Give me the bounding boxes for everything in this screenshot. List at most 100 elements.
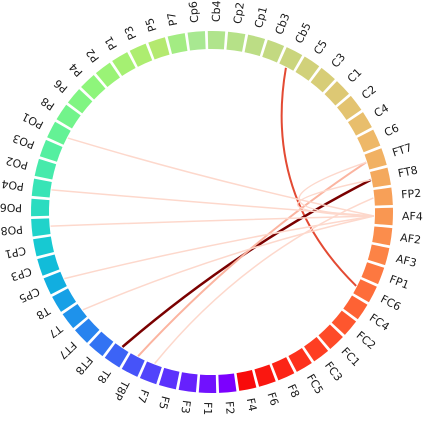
node-label-p4: P4 bbox=[67, 60, 86, 79]
segment-cp5 bbox=[43, 271, 67, 295]
node-label-fc3: FC3 bbox=[322, 359, 345, 384]
node-label-t8: T8 bbox=[34, 303, 53, 322]
segment-f2 bbox=[218, 373, 237, 393]
node-label-cp1: Cp1 bbox=[252, 5, 270, 29]
segment-c6 bbox=[357, 129, 381, 153]
segment-c4 bbox=[347, 112, 372, 136]
node-label-po3: PO3 bbox=[11, 131, 36, 151]
segment-cp2 bbox=[226, 31, 246, 52]
node-label-cp6: Cp6 bbox=[187, 1, 202, 24]
node-label-c5: C5 bbox=[311, 38, 330, 57]
segment-af2 bbox=[372, 226, 393, 246]
segment-po6 bbox=[30, 198, 50, 217]
node-label-cp1: CP1 bbox=[4, 244, 27, 261]
segment-fp1 bbox=[361, 262, 385, 285]
segment-p7 bbox=[167, 33, 188, 54]
node-label-p6: P6 bbox=[52, 77, 71, 96]
node-label-p8: P8 bbox=[38, 94, 57, 112]
segment-po1 bbox=[47, 121, 71, 145]
segment-af4 bbox=[374, 207, 393, 226]
node-label-c3: C3 bbox=[329, 51, 348, 71]
segment-f8 bbox=[271, 357, 295, 381]
node-label-cb3: Cb3 bbox=[273, 12, 293, 37]
node-label-af4: AF4 bbox=[402, 210, 423, 224]
segment-c5 bbox=[295, 56, 320, 81]
segment-po2 bbox=[34, 158, 57, 180]
link-af4-po8 bbox=[50, 215, 374, 227]
segment-fc4 bbox=[343, 295, 368, 320]
segment-c2 bbox=[337, 95, 362, 120]
segment-po3 bbox=[39, 139, 63, 162]
segment-ft7 bbox=[74, 318, 100, 343]
link-cb5-fc6 bbox=[280, 67, 357, 287]
segment-cp1 bbox=[244, 34, 266, 57]
node-label-f6: F6 bbox=[265, 391, 281, 408]
node-label-cp3: CP3 bbox=[9, 265, 33, 284]
segment-c3 bbox=[310, 67, 335, 93]
segment-po4 bbox=[31, 178, 52, 198]
node-label-cp2: Cp2 bbox=[231, 1, 247, 24]
segment-p4 bbox=[81, 74, 106, 100]
segment-ft7 bbox=[364, 148, 387, 170]
node-label-fp2: FP2 bbox=[401, 187, 422, 202]
segment-fc1 bbox=[318, 324, 343, 350]
node-label-fc4: FC4 bbox=[367, 311, 392, 333]
segment-f7 bbox=[139, 361, 162, 385]
node-label-t8p: T8P bbox=[111, 377, 132, 402]
node-label-f3: F3 bbox=[178, 399, 193, 414]
segment-po8 bbox=[31, 218, 51, 237]
node-label-p5: P5 bbox=[143, 16, 160, 33]
node-label-fc6: FC6 bbox=[378, 292, 403, 313]
chord-links bbox=[50, 67, 375, 365]
segment-f4 bbox=[236, 370, 257, 391]
link-t8p-ft7 bbox=[137, 161, 367, 357]
segment-p8 bbox=[56, 104, 81, 129]
node-segments bbox=[30, 30, 393, 393]
node-label-f7: F7 bbox=[134, 388, 151, 405]
segment-p6 bbox=[67, 89, 93, 114]
node-label-po4: PO4 bbox=[1, 177, 25, 193]
node-label-ft7: FT7 bbox=[56, 339, 79, 362]
segment-cb5 bbox=[279, 47, 303, 71]
segment-t7 bbox=[62, 304, 87, 329]
segment-ft8 bbox=[370, 167, 391, 188]
segment-c1 bbox=[324, 81, 350, 106]
segment-f3 bbox=[178, 372, 198, 393]
node-label-po2: PO2 bbox=[5, 154, 30, 172]
node-label-c2: C2 bbox=[359, 83, 379, 102]
node-label-c6: C6 bbox=[382, 121, 401, 139]
node-label-p3: P3 bbox=[122, 24, 139, 42]
node-label-po1: PO1 bbox=[20, 110, 46, 132]
segment-fp2 bbox=[373, 187, 393, 206]
node-label-p7: P7 bbox=[165, 11, 180, 27]
node-label-af3: AF3 bbox=[395, 252, 418, 270]
segment-p1 bbox=[112, 52, 136, 77]
node-label-p1: P1 bbox=[102, 34, 120, 52]
segment-fc2 bbox=[331, 310, 357, 335]
segment-fc6 bbox=[353, 279, 377, 303]
node-label-ft8: FT8 bbox=[73, 354, 96, 378]
segment-f5 bbox=[158, 367, 180, 390]
segment-af3 bbox=[367, 244, 390, 266]
node-label-t8: T8 bbox=[94, 366, 113, 385]
link-af4-po1 bbox=[67, 137, 375, 217]
node-label-f5: F5 bbox=[156, 395, 172, 411]
segment-t8p bbox=[121, 353, 145, 377]
node-label-ft8: FT8 bbox=[397, 164, 419, 181]
node-label-ft7: FT7 bbox=[391, 141, 414, 159]
node-label-c1: C1 bbox=[345, 66, 365, 86]
segment-cp3 bbox=[37, 254, 60, 276]
link-af4-t7 bbox=[82, 215, 375, 311]
segment-f1 bbox=[198, 374, 217, 393]
segment-fc5 bbox=[288, 347, 312, 372]
segment-p3 bbox=[129, 43, 153, 67]
node-label-p2: P2 bbox=[83, 46, 102, 65]
segment-cp6 bbox=[187, 31, 206, 51]
segment-p5 bbox=[148, 37, 170, 60]
node-label-po6: PO6 bbox=[0, 201, 22, 215]
segment-f6 bbox=[254, 364, 276, 387]
node-label-fc5: FC5 bbox=[304, 372, 326, 397]
link-af4-po4 bbox=[51, 189, 375, 217]
